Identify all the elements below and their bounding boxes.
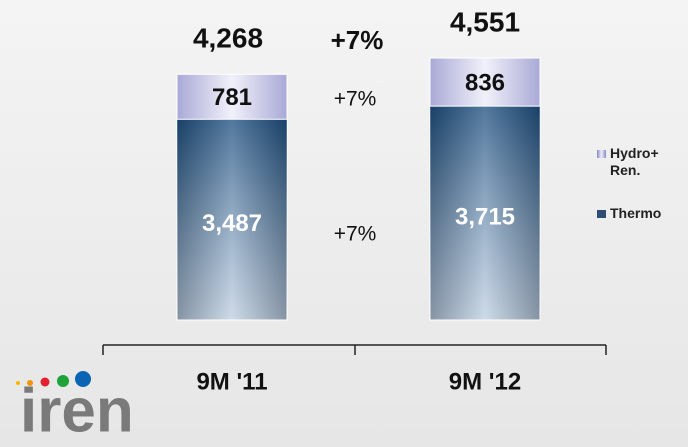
total-label: 4,268: [193, 23, 263, 54]
data-label: 781: [212, 84, 252, 111]
bar-segment: [176, 73, 288, 120]
bar-segment: [429, 57, 541, 107]
legend-entry: Thermo: [597, 205, 687, 222]
data-label: 3,715: [455, 203, 515, 230]
logo-dot: [75, 371, 91, 387]
logo-dot: [16, 381, 20, 385]
logo: iren: [20, 376, 134, 445]
legend-entry: Hydro+ Ren.: [597, 145, 687, 179]
logo-dot: [57, 375, 69, 387]
growth-label: +7%: [334, 88, 377, 111]
legend-label: Hydro+ Ren.: [610, 145, 659, 178]
growth-label: +7%: [331, 25, 384, 55]
total-label: 4,551: [450, 6, 520, 37]
logo-dot: [40, 377, 50, 387]
x-tick-label: 9M '11: [196, 368, 267, 395]
data-label: 836: [465, 69, 505, 96]
x-tick-label: 9M '12: [449, 368, 521, 395]
data-label: 3,487: [202, 210, 262, 237]
growth-label: +7%: [334, 223, 377, 246]
logo-dot: [27, 380, 33, 386]
legend-label: Thermo: [610, 205, 662, 221]
